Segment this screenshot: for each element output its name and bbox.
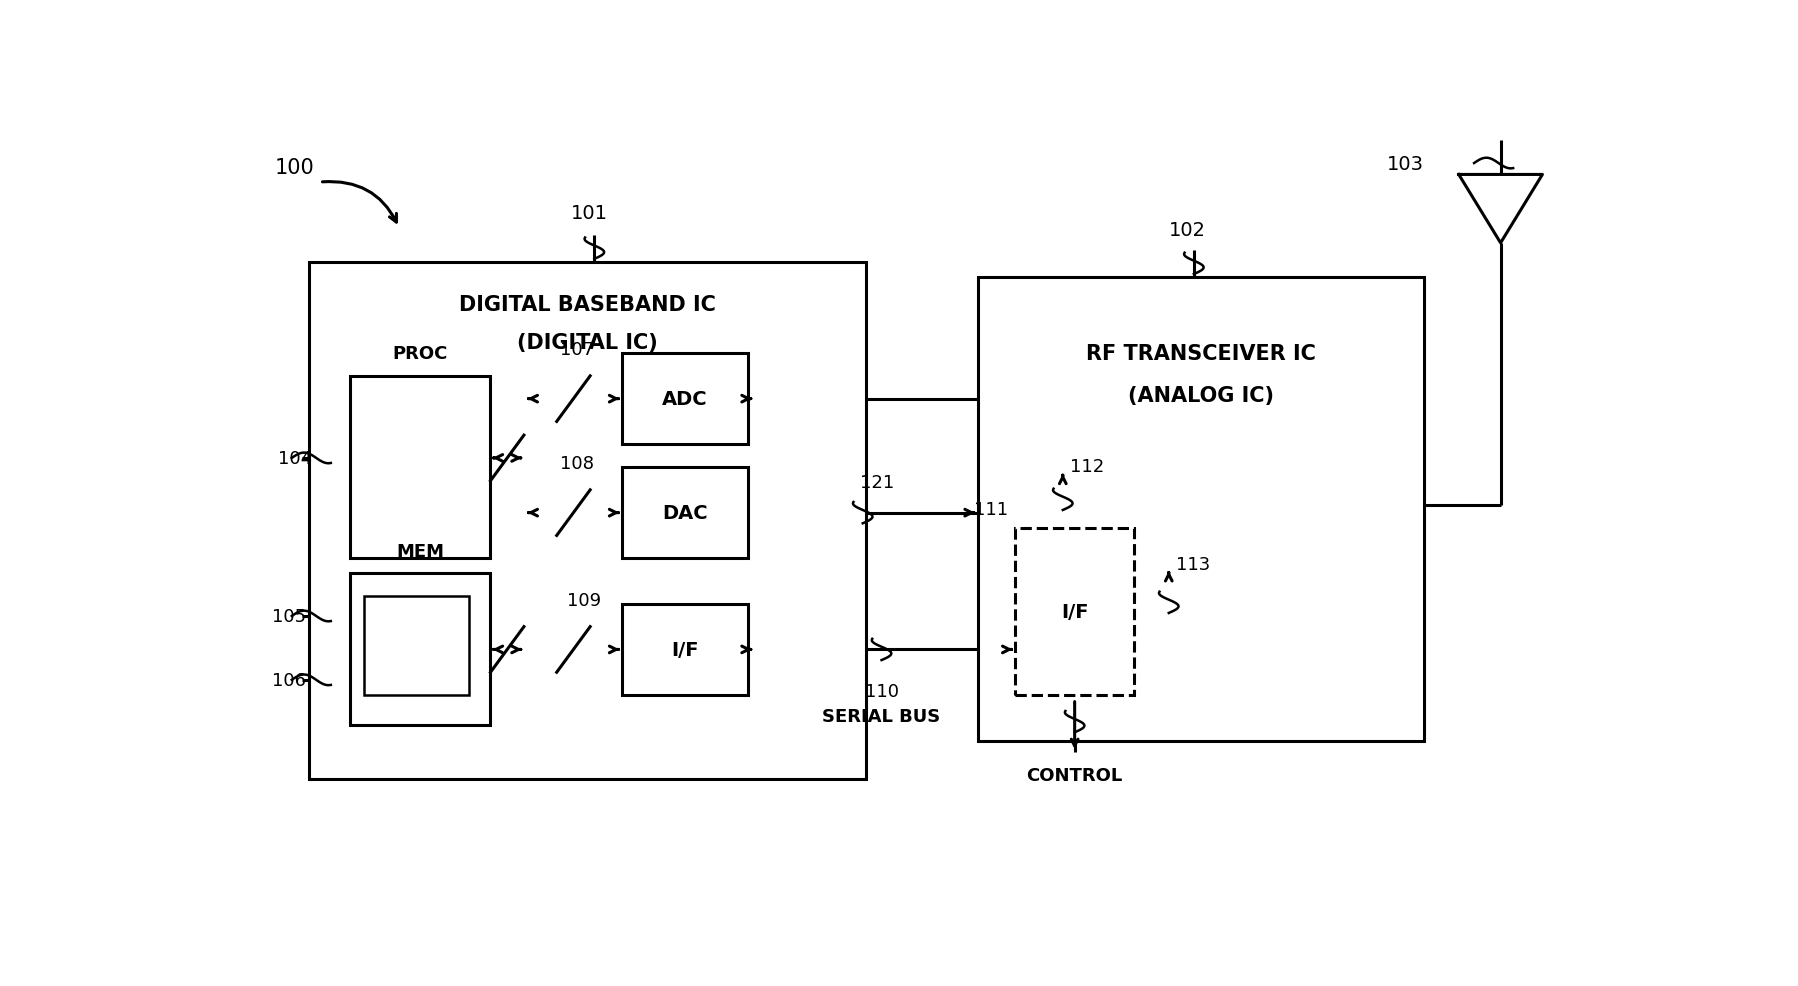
Text: 108: 108 [559, 455, 593, 472]
Text: (DIGITAL IC): (DIGITAL IC) [516, 332, 658, 352]
Text: 103: 103 [1386, 155, 1424, 174]
FancyBboxPatch shape [622, 467, 748, 559]
FancyBboxPatch shape [622, 604, 748, 695]
Text: 110: 110 [865, 682, 897, 700]
FancyBboxPatch shape [622, 354, 748, 445]
Text: (ANALOG IC): (ANALOG IC) [1127, 386, 1273, 405]
Text: 104: 104 [277, 450, 311, 467]
Text: ADC: ADC [662, 389, 707, 409]
FancyBboxPatch shape [1014, 528, 1133, 695]
Text: I/F: I/F [671, 640, 698, 660]
Text: 102: 102 [1169, 221, 1205, 241]
Text: SERIAL BUS: SERIAL BUS [822, 708, 940, 726]
FancyBboxPatch shape [309, 262, 867, 779]
Text: 121: 121 [859, 473, 894, 492]
Text: 109: 109 [566, 592, 601, 609]
Text: 100: 100 [275, 158, 315, 177]
Text: 112: 112 [1070, 458, 1104, 475]
Text: DIGITAL BASEBAND IC: DIGITAL BASEBAND IC [458, 295, 716, 315]
FancyBboxPatch shape [363, 597, 469, 695]
Text: 107: 107 [559, 341, 593, 359]
Text: I/F: I/F [1061, 602, 1088, 621]
Text: RF TRANSCEIVER IC: RF TRANSCEIVER IC [1086, 344, 1314, 364]
Text: 111: 111 [975, 500, 1009, 519]
Text: MEM: MEM [396, 542, 444, 560]
FancyBboxPatch shape [351, 377, 489, 559]
FancyBboxPatch shape [351, 574, 489, 726]
Text: 106: 106 [271, 671, 306, 689]
Text: CONTROL: CONTROL [1027, 766, 1122, 784]
Text: 101: 101 [570, 204, 608, 223]
FancyBboxPatch shape [520, 278, 529, 763]
Text: 105: 105 [271, 607, 306, 625]
Text: 113: 113 [1176, 556, 1210, 574]
FancyBboxPatch shape [978, 278, 1424, 740]
Text: DAC: DAC [662, 504, 707, 523]
Text: PROC: PROC [392, 345, 448, 363]
